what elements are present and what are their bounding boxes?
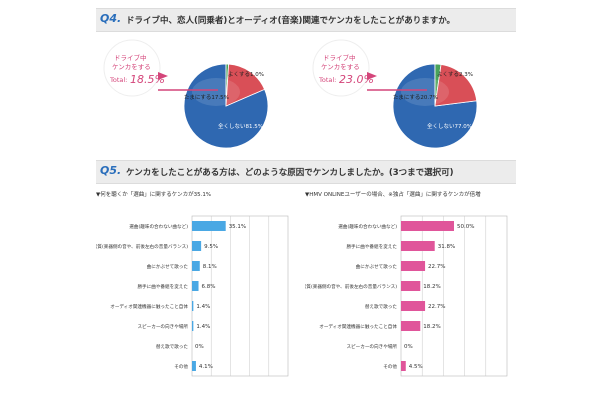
bar <box>192 321 194 331</box>
slice-never <box>183 63 269 149</box>
label-never: 全くしない77.0% <box>427 122 472 130</box>
slice-sometimes <box>434 63 478 107</box>
slice-sometimes <box>225 63 266 107</box>
category-label: 替え歌で歌った <box>156 343 189 350</box>
bar-value-label: 9.5% <box>204 244 218 250</box>
callout-line1: ドライブ中 <box>323 53 356 62</box>
category-label: 選曲(趣味の合わない曲など) <box>129 223 188 230</box>
callout-bubble <box>103 39 161 97</box>
slice-never <box>392 63 478 149</box>
callout-pointer <box>367 72 377 80</box>
bar-chart-1: 35.1% 選曲(趣味の合わない曲など) 9.5% 音量・音質(楽器側の音や、前後左右… <box>96 215 289 377</box>
category-label: その他 <box>174 363 188 370</box>
bar <box>401 261 426 271</box>
bar <box>192 361 196 371</box>
bar-value-label: 18.2% <box>423 324 440 330</box>
pie-sheen <box>401 78 449 106</box>
callout-line2: ケンカをする <box>321 63 360 71</box>
bar-value-label: 4.5% <box>409 364 423 370</box>
bar-value-label: 31.8% <box>438 244 455 250</box>
callout-pointer <box>158 72 168 80</box>
label-never: 全くしない81.5% <box>218 122 263 130</box>
category-label: 曲にかぶせて歌った <box>147 263 189 270</box>
bar-value-label: 1.4% <box>196 304 210 310</box>
bar <box>401 321 421 331</box>
bar-value-label: 4.1% <box>199 364 213 370</box>
q4-number: Q4. <box>100 12 122 25</box>
callout-total-value: 18.5% <box>130 73 165 86</box>
q5-question: ケンカをしたことがある方は、どのような原因でケンカしましたか。(3つまで選択可) <box>126 168 454 178</box>
bar-value-label: 22.7% <box>428 264 445 270</box>
bar <box>401 281 421 291</box>
bar <box>401 221 454 231</box>
label-often: よくする1.0% <box>228 71 264 78</box>
q4-question: ドライブ中、恋人(同乗者)とオーディオ(音楽)関連でケンカをしたことがありますか… <box>126 16 456 26</box>
bar-value-label: 22.7% <box>428 304 445 310</box>
bar <box>192 221 226 231</box>
category-label: 音量・音質(楽器側の音や、前後左右の音量バランス) <box>96 243 188 250</box>
callout-bubble <box>312 39 370 97</box>
callout-total-label: Total: <box>109 76 127 84</box>
category-label: スピーカーの向きや場所 <box>346 343 397 350</box>
callout-total-label: Total: <box>318 76 336 84</box>
q5-number: Q5. <box>100 164 122 177</box>
category-label: その他 <box>383 363 397 370</box>
label-often: よくする2.3% <box>437 71 473 78</box>
callout-line2: ケンカをする <box>112 63 151 71</box>
bar <box>192 241 202 251</box>
category-label: 曲にかぶせて歌った <box>356 263 398 270</box>
category-label: 音量・音質(楽器側の音や、前後左右の音量バランス) <box>305 283 397 290</box>
bar-value-label: 8.1% <box>203 264 217 270</box>
bar-value-label: 0% <box>404 344 413 350</box>
bar <box>192 301 194 311</box>
plot-frame <box>400 215 508 377</box>
bar-value-label: 18.2% <box>423 284 440 290</box>
bar <box>192 261 200 271</box>
bar <box>192 281 199 291</box>
pie-sheen <box>192 78 240 106</box>
category-label: スピーカーの向きや場所 <box>137 323 188 330</box>
plot-frame <box>191 215 289 377</box>
category-label: 勝手に曲や番組を変えた <box>346 243 397 250</box>
bar <box>401 361 406 371</box>
bar-value-label: 35.1% <box>229 224 246 230</box>
category-label: 選曲(趣味の合わない曲など) <box>338 223 397 230</box>
category-label: 替え歌で歌った <box>365 303 398 310</box>
label-sometimes: たまにする17.5% <box>184 94 229 101</box>
q5-header: Q5. ケンカをしたことがある方は、どのような原因でケンカしましたか。(3つまで… <box>96 160 516 184</box>
bar-chart-1-subtitle: ▼何を聴くか「選曲」に関するケンカが35.1% <box>96 192 212 198</box>
category-label: オーディオ関連機器に触ったこと自体 <box>319 323 397 330</box>
category-label: オーディオ関連機器に触ったこと自体 <box>110 303 188 310</box>
bar-value-label: 6.8% <box>202 284 216 290</box>
bar-value-label: 0% <box>195 344 204 350</box>
bar-value-label: 50.0% <box>457 224 474 230</box>
bar-chart-2-subtitle: ▼HMV ONLINEユーザーの場合、※独占「選曲」に関するケンカが倍増 <box>305 192 481 198</box>
callout-line1: ドライブ中 <box>114 53 147 62</box>
q4-header: Q4. ドライブ中、恋人(同乗者)とオーディオ(音楽)関連でケンカをしたことがあ… <box>96 8 516 32</box>
bar <box>401 301 426 311</box>
label-sometimes: たまにする20.7% <box>393 94 438 101</box>
category-label: 勝手に曲や番組を変えた <box>137 283 188 290</box>
bar <box>401 241 435 251</box>
callout-total-value: 23.0% <box>339 73 374 86</box>
bar-chart-2: 50.0% 選曲(趣味の合わない曲など) 31.8% 勝手に曲や番組を変えた 22.7%… <box>305 215 508 377</box>
bar-value-label: 1.4% <box>196 324 210 330</box>
